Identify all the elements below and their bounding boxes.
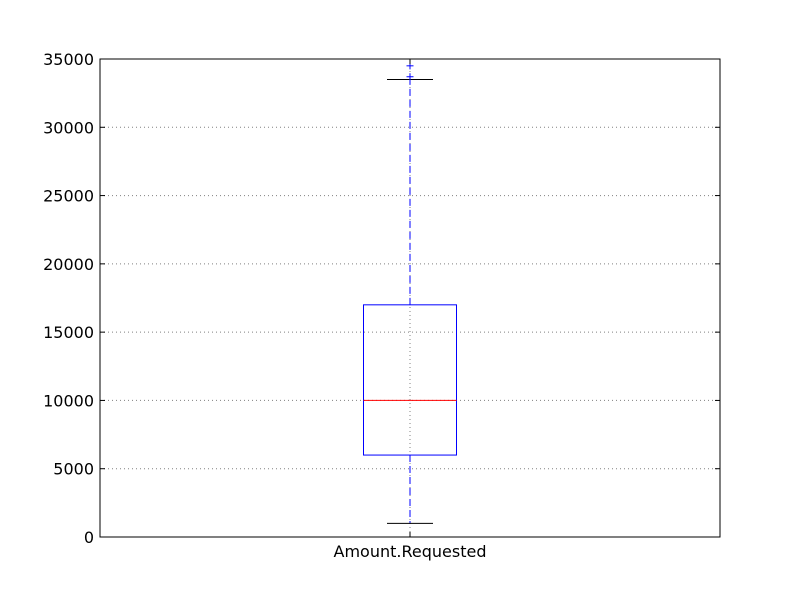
y-tick-label: 20000 [43, 255, 94, 274]
y-tick-label: 10000 [43, 391, 94, 410]
y-tick-label: 5000 [53, 460, 94, 479]
outlier-marker [406, 73, 414, 81]
iqr-box [363, 304, 457, 456]
y-tick-label: 15000 [43, 323, 94, 342]
tick-labels: 0 5000 10000 15000 20000 25000 30000 35000 Amoun… [43, 50, 486, 561]
y-tick-label: 0 [84, 528, 94, 547]
box-plot [363, 62, 457, 524]
y-tick-label: 35000 [43, 50, 94, 69]
x-tick-label: Amount.Requested [334, 542, 487, 561]
y-tick-label: 25000 [43, 187, 94, 206]
y-tick-label: 30000 [43, 118, 94, 137]
grid-lines [100, 59, 720, 537]
y-axis-ticks [100, 58, 720, 538]
